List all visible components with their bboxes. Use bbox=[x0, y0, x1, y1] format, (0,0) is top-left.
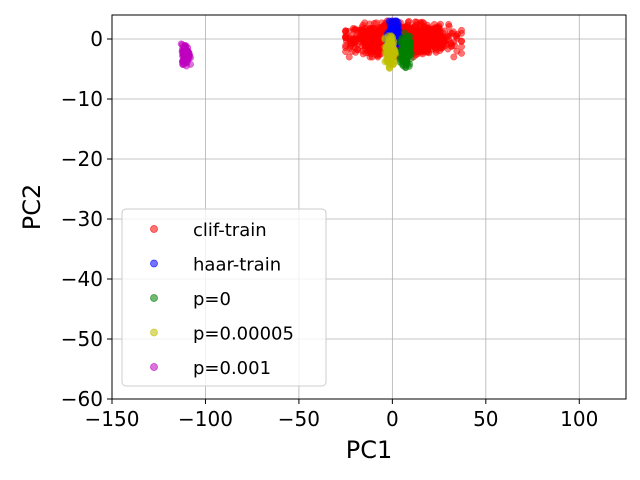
x-axis-label: PC1 bbox=[346, 436, 393, 464]
data-point bbox=[429, 33, 437, 41]
y-tick-label: −30 bbox=[61, 207, 103, 231]
y-axis-ticks: 0 −10 −20 −30 −40 −50 −60 bbox=[61, 27, 112, 411]
data-point bbox=[373, 42, 381, 50]
data-point bbox=[406, 33, 414, 40]
y-axis-label: PC2 bbox=[18, 184, 46, 231]
data-point bbox=[404, 38, 411, 46]
x-tick-label: 100 bbox=[560, 407, 598, 431]
series-p=0.00005 bbox=[381, 32, 399, 72]
data-point bbox=[412, 45, 420, 53]
series-p=0 bbox=[396, 29, 415, 72]
legend-marker bbox=[150, 259, 158, 268]
data-point bbox=[433, 27, 441, 35]
data-point bbox=[357, 27, 365, 35]
data-point bbox=[342, 37, 350, 45]
data-point bbox=[444, 45, 452, 53]
y-tick-label: −40 bbox=[61, 267, 103, 291]
data-point bbox=[435, 37, 443, 45]
data-point bbox=[182, 52, 190, 60]
data-point bbox=[385, 42, 393, 50]
x-tick-label: 0 bbox=[386, 407, 399, 431]
legend: clif-train haar-train p=0 p=0.00005 p=0.001 bbox=[121, 208, 327, 387]
data-point bbox=[445, 20, 453, 28]
x-tick-label: −50 bbox=[278, 407, 320, 431]
data-point bbox=[424, 28, 432, 36]
x-tick-label: 50 bbox=[473, 407, 498, 431]
x-tick-label: −150 bbox=[85, 407, 140, 431]
y-tick-label: −20 bbox=[61, 147, 103, 171]
legend-marker bbox=[150, 225, 158, 233]
data-point bbox=[405, 62, 413, 70]
y-tick-label: −60 bbox=[61, 387, 103, 411]
data-point bbox=[369, 29, 377, 37]
data-point bbox=[367, 39, 375, 47]
data-point bbox=[375, 34, 383, 42]
y-tick-label: −50 bbox=[61, 327, 103, 351]
data-point bbox=[418, 47, 426, 55]
plot-frame bbox=[111, 14, 627, 400]
x-tick-label: −100 bbox=[178, 407, 233, 431]
data-point bbox=[342, 48, 350, 56]
legend-box bbox=[121, 208, 327, 387]
data-point bbox=[362, 49, 370, 57]
data-point bbox=[415, 28, 422, 36]
data-point bbox=[458, 37, 465, 45]
y-tick-label: 0 bbox=[90, 27, 103, 51]
data-point bbox=[390, 45, 398, 53]
data-point bbox=[372, 51, 380, 59]
x-axis-ticks: −150 −100 −50 0 50 100 bbox=[85, 399, 598, 431]
legend-label: p=0.00005 bbox=[193, 324, 294, 345]
legend-label: clif-train bbox=[193, 220, 267, 241]
data-point bbox=[449, 28, 457, 36]
legend-marker bbox=[150, 294, 158, 302]
data-point bbox=[384, 59, 392, 67]
data-point bbox=[458, 26, 465, 34]
y-tick-label: −10 bbox=[61, 87, 103, 111]
grid-lines bbox=[111, 15, 626, 400]
data-point bbox=[444, 32, 452, 40]
data-point bbox=[372, 19, 380, 27]
legend-label: haar-train bbox=[193, 255, 281, 276]
data-point bbox=[351, 44, 359, 52]
legend-marker bbox=[150, 363, 158, 371]
data-point bbox=[385, 17, 393, 25]
data-point bbox=[356, 38, 364, 46]
data-point bbox=[397, 51, 405, 59]
series-p=0.001 bbox=[177, 40, 194, 70]
legend-label: p=0 bbox=[193, 289, 231, 310]
data-points bbox=[177, 17, 465, 72]
data-point bbox=[388, 55, 396, 63]
legend-label: p=0.001 bbox=[193, 358, 271, 379]
data-point bbox=[450, 53, 458, 61]
data-point bbox=[351, 26, 359, 34]
legend-marker bbox=[150, 328, 158, 337]
data-point bbox=[345, 53, 353, 61]
